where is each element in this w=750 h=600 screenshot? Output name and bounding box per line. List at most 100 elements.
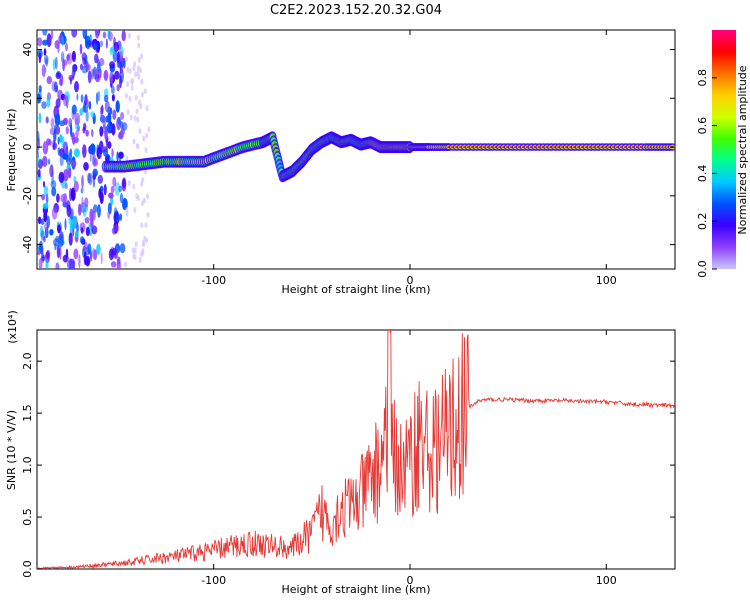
noise-point [81, 175, 84, 189]
noise-point [143, 88, 147, 95]
noise-point [144, 147, 148, 154]
noise-point [97, 61, 102, 74]
noise-point [102, 31, 107, 39]
noise-point [85, 35, 91, 50]
noise-point [137, 57, 141, 63]
noise-point [49, 229, 54, 236]
noise-point [79, 43, 83, 55]
noise-point [71, 50, 76, 63]
noise-point [71, 104, 77, 115]
noise-point [92, 178, 96, 188]
noise-point [122, 198, 128, 211]
noise-point [62, 153, 69, 160]
noise-point [55, 85, 59, 93]
noise-point [68, 167, 72, 179]
noise-point [106, 122, 113, 134]
noise-point [45, 259, 49, 269]
noise-point [79, 108, 83, 116]
noise-point [99, 126, 104, 137]
noise-point [46, 33, 52, 47]
noise-point [137, 42, 141, 49]
snr-y-label: SNR (10 * V/V) [5, 410, 18, 490]
y-tick-label: 0.5 [21, 508, 34, 526]
noise-point [82, 104, 88, 114]
noise-point [130, 85, 134, 91]
noise-point [93, 158, 99, 167]
colorbar-tick-label: 0.4 [696, 165, 709, 183]
noise-point [98, 188, 102, 199]
noise-point [109, 47, 115, 56]
spectrogram-y-label: Frequency (Hz) [5, 109, 18, 192]
noise-point [96, 243, 101, 255]
noise-point [110, 185, 115, 194]
noise-point [70, 187, 76, 201]
noise-point [86, 61, 89, 73]
noise-point [138, 256, 142, 263]
noise-point [90, 218, 94, 228]
noise-point [101, 104, 104, 115]
y-tick-label: 2.0 [21, 352, 34, 370]
noise-point [119, 55, 124, 63]
noise-point [65, 126, 70, 135]
noise-point [73, 248, 79, 260]
noise-point [51, 170, 54, 184]
noise-point [42, 155, 48, 167]
noise-point [53, 107, 59, 116]
snr-x-label: Height of straight line (km) [281, 583, 430, 596]
noise-point [73, 175, 77, 183]
noise-point [43, 185, 49, 197]
noise-point [64, 218, 67, 231]
noise-point [112, 109, 117, 120]
noise-point [107, 211, 111, 220]
noise-point [56, 244, 61, 259]
noise-point [113, 36, 116, 47]
noise-point [43, 181, 45, 188]
noise-point [133, 207, 137, 213]
noise-point [39, 240, 44, 254]
noise-point [70, 258, 75, 269]
noise-point [122, 122, 128, 131]
noise-point [140, 91, 144, 98]
noise-point [37, 216, 42, 225]
noise-point [134, 241, 138, 248]
noise-point [55, 98, 61, 109]
noise-point [136, 195, 140, 202]
noise-point [41, 193, 46, 201]
snr-y-multiplier: (x10⁴) [6, 310, 19, 344]
noise-point [95, 92, 99, 105]
noise-point [145, 237, 149, 244]
noise-point [115, 213, 121, 222]
noise-point [63, 169, 69, 182]
noise-point [88, 100, 92, 110]
noise-point [92, 168, 98, 177]
noise-point [119, 75, 122, 89]
noise-point [84, 217, 90, 224]
noise-point [94, 53, 99, 64]
noise-point [72, 136, 76, 145]
noise-point [125, 207, 129, 214]
noise-point [41, 101, 47, 109]
noise-point [37, 153, 40, 167]
noise-point [63, 59, 68, 66]
noise-point [53, 124, 57, 134]
noise-point [95, 68, 99, 78]
snr-line [37, 330, 675, 569]
noise-point [46, 96, 51, 108]
noise-point [144, 222, 148, 228]
noise-point [41, 64, 46, 78]
noise-point [66, 54, 70, 61]
colorbar-tick-label: 0.6 [696, 117, 709, 135]
noise-point [136, 70, 140, 77]
noise-point [136, 34, 140, 41]
y-tick-label: 0.0 [21, 560, 34, 578]
noise-point [73, 148, 80, 158]
noise-point [140, 222, 144, 229]
noise-point [140, 78, 144, 85]
noise-point [91, 128, 94, 138]
noise-point [66, 256, 70, 269]
noise-point [137, 99, 141, 106]
noise-point [127, 32, 131, 39]
noise-point [114, 70, 120, 80]
noise-point [128, 68, 132, 75]
noise-point [37, 169, 41, 178]
